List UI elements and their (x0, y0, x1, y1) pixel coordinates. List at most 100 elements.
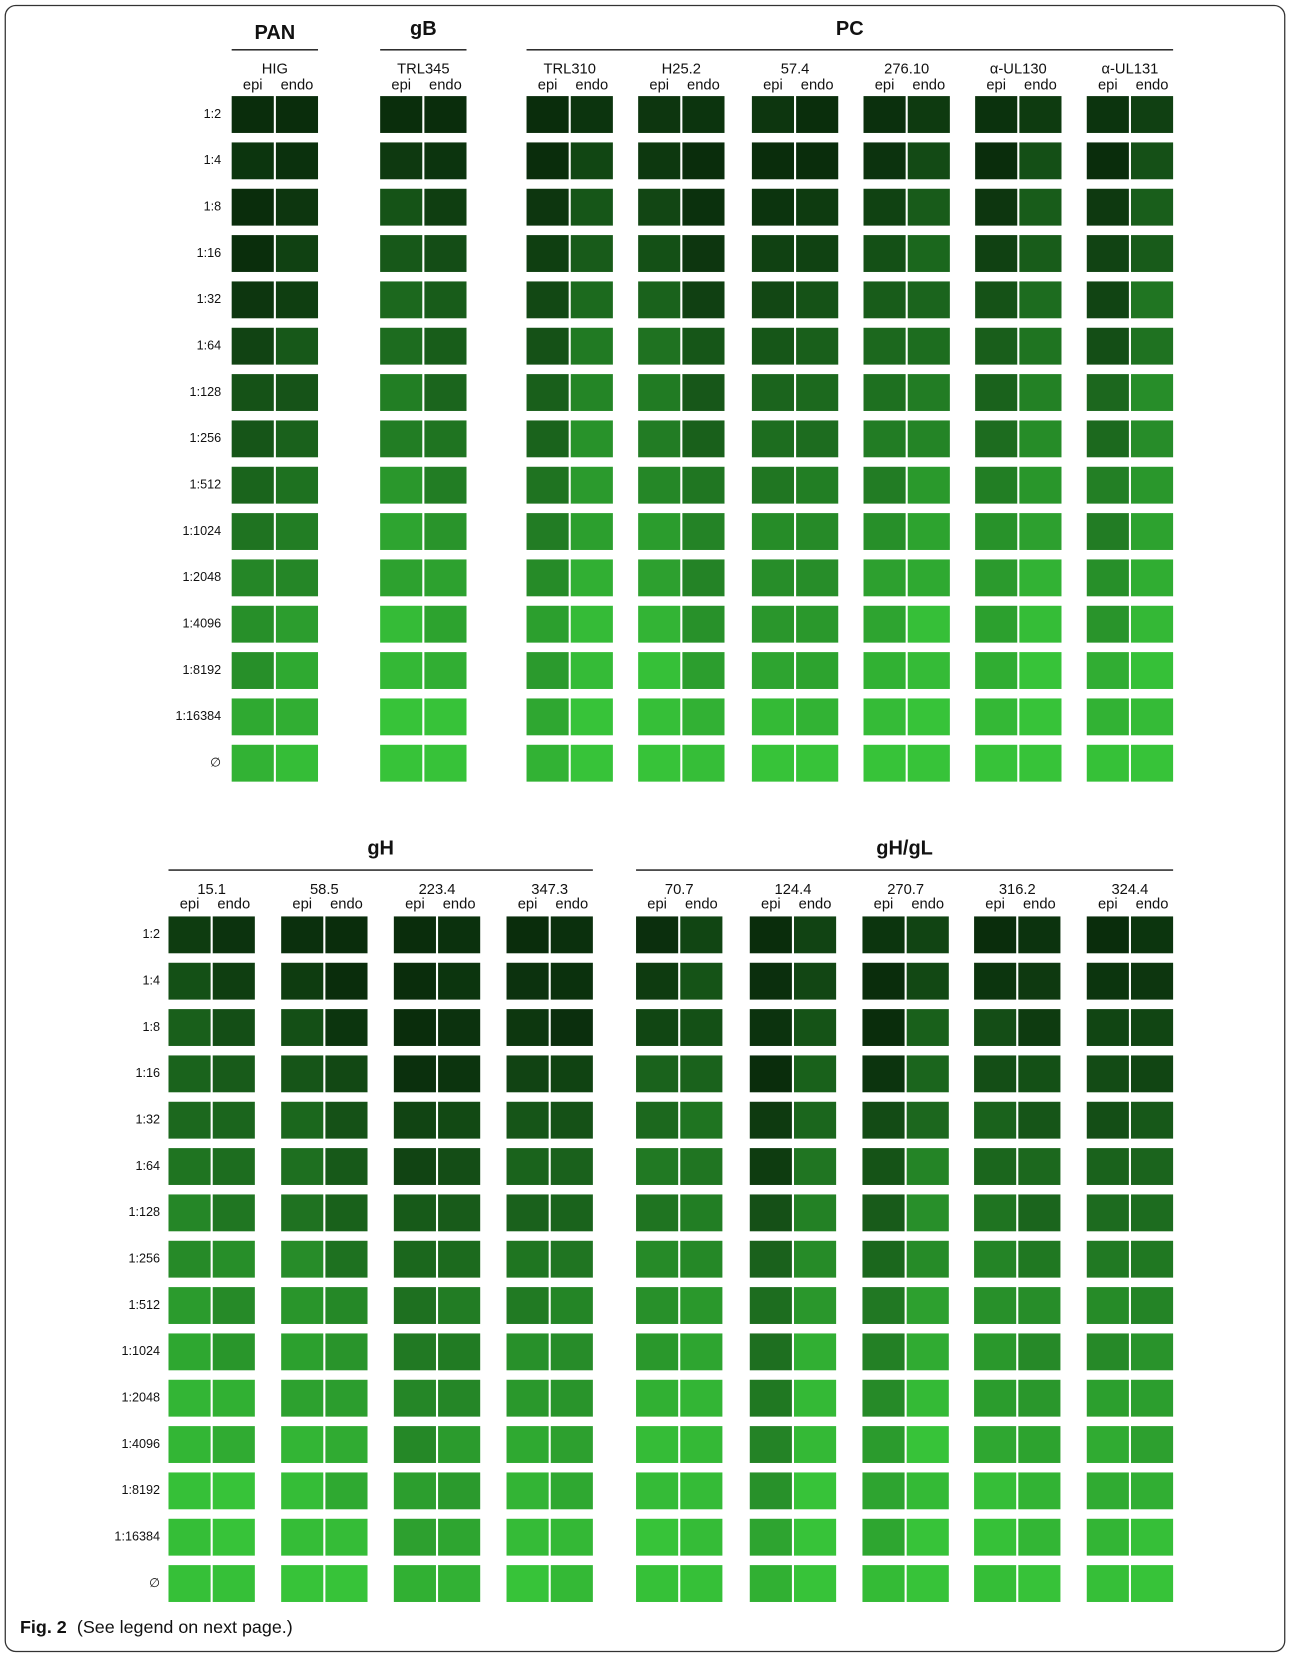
micrograph-tile (1087, 1102, 1129, 1139)
cell-type-label: epi (518, 897, 538, 913)
micrograph-tile (438, 1009, 480, 1046)
micrograph-tile (638, 328, 680, 365)
micrograph-tile (168, 916, 210, 953)
micrograph-tile (752, 235, 794, 272)
micrograph-tile (636, 1472, 678, 1509)
micrograph-tile (551, 1565, 593, 1602)
micrograph-tile (507, 1241, 549, 1278)
dilution-label: 1:4 (204, 153, 222, 167)
dilution-label: 1:16384 (176, 709, 222, 723)
micrograph-tile (380, 513, 422, 550)
micrograph-tile (794, 1565, 836, 1602)
micrograph-tile (527, 420, 569, 457)
micrograph-tile (864, 606, 906, 643)
micrograph-tile (1087, 513, 1129, 550)
micrograph-tile (682, 745, 724, 782)
micrograph-tile (680, 1380, 722, 1417)
micrograph-tile (281, 1380, 323, 1417)
micrograph-tile (380, 374, 422, 411)
micrograph-tile (438, 1102, 480, 1139)
micrograph-tile (1019, 652, 1061, 689)
micrograph-tile (527, 96, 569, 133)
micrograph-tile (1131, 916, 1173, 953)
micrograph-tile (394, 1102, 436, 1139)
group-label: gB (410, 18, 437, 40)
micrograph-tile (975, 142, 1017, 179)
group-label: PC (836, 18, 864, 40)
micrograph-tile (527, 142, 569, 179)
micrograph-tile (796, 513, 838, 550)
micrograph-tile (862, 1241, 904, 1278)
micrograph-tile (1131, 1380, 1173, 1417)
micrograph-tile (862, 1102, 904, 1139)
micrograph-tile (168, 1287, 210, 1324)
micrograph-tile (1018, 1287, 1060, 1324)
micrograph-tile (213, 1055, 255, 1092)
micrograph-tile (380, 467, 422, 504)
micrograph-tile (638, 189, 680, 226)
cell-type-label: epi (1098, 897, 1118, 913)
micrograph-tile (796, 606, 838, 643)
micrograph-tile (325, 1287, 367, 1324)
micrograph-tile (794, 1380, 836, 1417)
cell-type-label: epi (874, 897, 894, 913)
cell-type-label: endo (217, 897, 250, 913)
micrograph-tile (750, 1333, 792, 1370)
micrograph-tile (168, 963, 210, 1000)
micrograph-tile (636, 1380, 678, 1417)
micrograph-tile (168, 1102, 210, 1139)
dilution-label: 1:32 (197, 292, 222, 306)
micrograph-tile (752, 281, 794, 318)
micrograph-tile (638, 281, 680, 318)
micrograph-tile (281, 1194, 323, 1231)
micrograph-tile (571, 235, 613, 272)
micrograph-tile (1018, 1380, 1060, 1417)
micrograph-tile (638, 420, 680, 457)
micrograph-tile (325, 1055, 367, 1092)
micrograph-tile (571, 606, 613, 643)
micrograph-tile (864, 96, 906, 133)
cell-type-label: endo (911, 897, 944, 913)
micrograph-tile (551, 1148, 593, 1185)
micrograph-tile (213, 1287, 255, 1324)
micrograph-tile (380, 96, 422, 133)
micrograph-tile (424, 328, 466, 365)
micrograph-tile (680, 1102, 722, 1139)
micrograph-tile (1087, 698, 1129, 735)
micrograph-tile (527, 189, 569, 226)
micrograph-tile (438, 916, 480, 953)
micrograph-tile (1019, 698, 1061, 735)
micrograph-tile (1131, 1287, 1173, 1324)
micrograph-tile (975, 96, 1017, 133)
cell-type-label: epi (538, 77, 558, 93)
micrograph-tile (638, 606, 680, 643)
micrograph-tile (527, 698, 569, 735)
cell-type-label: endo (685, 897, 718, 913)
micrograph-tile (281, 916, 323, 953)
micrograph-tile (438, 1287, 480, 1324)
micrograph-tile (232, 96, 274, 133)
antibody-label: 270.7 (887, 882, 924, 898)
micrograph-tile (507, 963, 549, 1000)
micrograph-tile (281, 1519, 323, 1556)
dilution-label: 1:4096 (183, 617, 222, 631)
micrograph-tile (796, 745, 838, 782)
micrograph-tile (281, 1241, 323, 1278)
micrograph-tile (750, 1472, 792, 1509)
micrograph-tile (325, 1009, 367, 1046)
micrograph-tile (380, 745, 422, 782)
micrograph-tile (864, 652, 906, 689)
micrograph-tile (1131, 1194, 1173, 1231)
micrograph-tile (527, 745, 569, 782)
micrograph-tile (281, 1055, 323, 1092)
micrograph-tile (907, 1148, 949, 1185)
cell-type-label: epi (1098, 77, 1118, 93)
micrograph-tile (907, 1380, 949, 1417)
micrograph-tile (527, 513, 569, 550)
micrograph-tile (1087, 420, 1129, 457)
micrograph-tile (168, 1519, 210, 1556)
micrograph-tile (638, 235, 680, 272)
micrograph-tile (438, 1519, 480, 1556)
micrograph-tile (974, 1380, 1016, 1417)
micrograph-tile (862, 963, 904, 1000)
